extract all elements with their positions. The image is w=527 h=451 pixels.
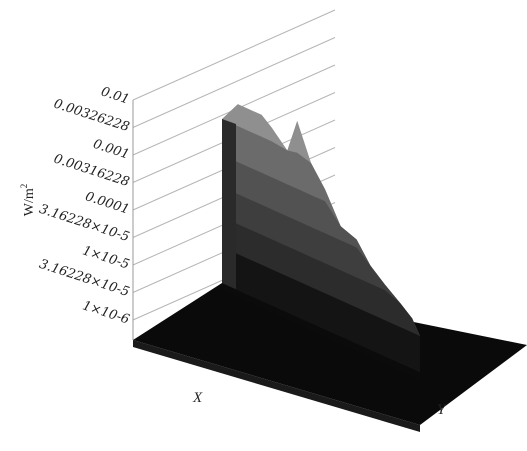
surface-left-face [222, 119, 236, 290]
x-axis-label: X [192, 390, 203, 406]
z-axis-label-sup: 2 [19, 184, 29, 189]
grid-line [132, 9, 336, 101]
surface-front-face [222, 283, 420, 380]
z-axis-label: W/m2 [19, 184, 37, 217]
surface-band [222, 247, 420, 372]
grid-line [132, 37, 336, 128]
z-tick-label: 1×10-6 [81, 298, 132, 327]
z-axis-ticks: 1×10-63.16228×10-51×10-53.16228×10-50.00… [37, 84, 131, 327]
z-tick-label: 0.001 [91, 137, 131, 163]
z-axis-label-text: W/m [22, 188, 37, 216]
z-tick-label: 1×10-5 [81, 243, 132, 272]
z-tick-label: 0.0001 [83, 189, 131, 217]
floor-front-edge [133, 340, 420, 432]
floor-plane [133, 283, 527, 425]
y-axis-label: Y [437, 402, 447, 418]
z-tick-label: 0.01 [99, 84, 131, 107]
surface-plot [222, 104, 420, 380]
